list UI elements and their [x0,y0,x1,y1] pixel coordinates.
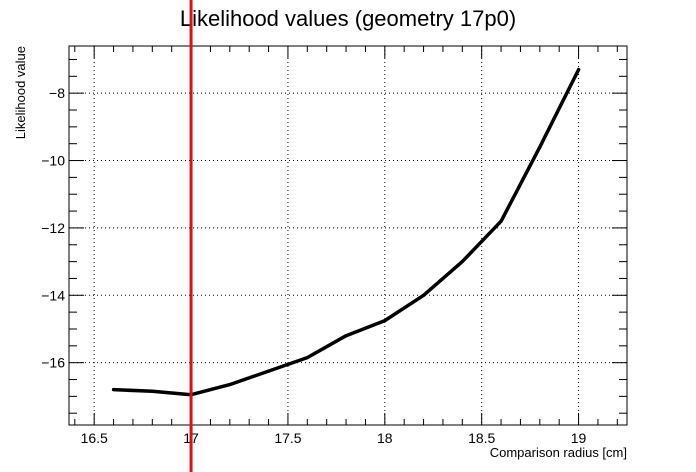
x-tick-label: 16.5 [81,430,108,446]
x-tick-label: 18 [377,430,393,446]
x-tick-label: 19 [571,430,587,446]
x-axis-label: Comparison radius [cm] [490,445,627,460]
grid [69,46,627,425]
data-point [344,334,348,338]
data-point [383,319,387,323]
chart-title: Likelihood values (geometry 17p0) [179,6,517,31]
y-tick-label: −10 [41,153,65,169]
plot-frame [68,45,628,426]
y-axis-label: Likelihood value [13,46,28,139]
data-point [112,388,116,392]
data-point [538,145,542,149]
data-point [422,293,426,297]
x-tick-label: 18.5 [468,430,495,446]
data-point [267,369,271,373]
data-point [150,389,154,393]
data-point [460,260,464,264]
y-tick-label: −14 [41,287,65,303]
data-point [499,219,503,223]
data-point [228,383,232,387]
x-tick-label: 17.5 [274,430,301,446]
data-point [305,356,309,360]
y-tick-label: −16 [41,355,65,371]
data-point [577,68,581,72]
axis-ticks [69,46,627,425]
y-tick-label: −12 [41,220,65,236]
likelihood-series-line [111,67,581,397]
series-layer [111,67,581,397]
y-tick-label: −8 [49,85,65,101]
